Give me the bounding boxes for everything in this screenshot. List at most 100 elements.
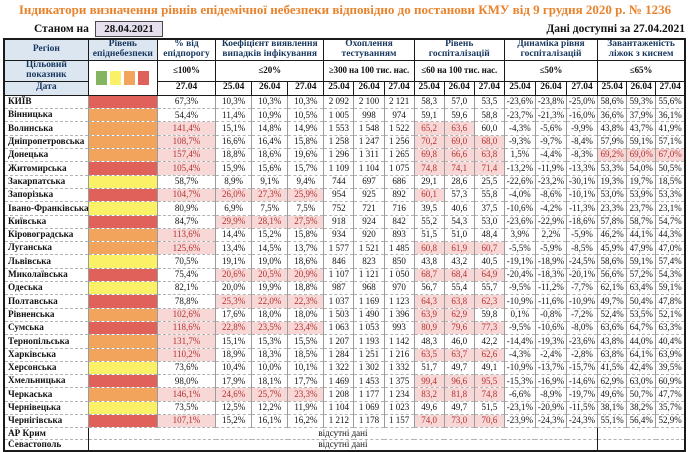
value-cell: 1 121 [353, 268, 385, 283]
date-cell: 26.04 [353, 81, 385, 96]
value-cell: 14,5% [251, 241, 288, 256]
value-cell: 1 258 [323, 135, 354, 150]
value-cell: -2,8% [566, 348, 598, 362]
value-cell: 47,0% [655, 241, 685, 256]
group-header: Охоплення тестуванням [323, 39, 415, 61]
table-row: Кіровоградська 113,6% 14,4% 15,2% 15,8% 934 92… [4, 228, 685, 243]
value-cell: -4,2% [534, 201, 567, 216]
no-data-row: АР Крим відсутні дані [4, 427, 685, 440]
value-cell: 58,3 [413, 95, 445, 110]
value-cell: 954 [323, 188, 354, 203]
value-cell: 18,9% [215, 348, 252, 362]
value-cell: 52,1% [655, 308, 685, 322]
value-cell: 18,1% [251, 374, 288, 389]
value-cell: 987 [323, 281, 354, 296]
value-cell: 1 023 [383, 401, 415, 416]
value-cell: 43,2 [443, 254, 475, 269]
value-cell: 64,7% [626, 321, 656, 336]
value-cell: -9,5% [503, 281, 536, 296]
value-cell: 65,2 [413, 121, 445, 136]
value-cell: 27,5% [287, 215, 324, 229]
value-cell: 20,6% [215, 268, 252, 283]
value-cell: 7,5% [251, 201, 288, 216]
value-cell: 15,1% [215, 334, 252, 349]
region-name-cell: Запорізька [4, 188, 89, 203]
value-cell: 1 490 [353, 308, 385, 322]
value-cell: 73,5% [156, 401, 216, 416]
value-cell: -13,3% [566, 161, 598, 176]
indicators-table: Регіон Рівень епіднебезпеки% від епідпоро… [3, 38, 686, 452]
level-cell [87, 108, 158, 123]
level-cell [87, 121, 158, 136]
value-cell: 58,7% [626, 215, 656, 229]
value-cell: 918 [323, 215, 354, 229]
value-cell: -8,5% [566, 241, 598, 256]
value-cell: -23,1% [503, 401, 536, 416]
level-cell [87, 294, 158, 309]
value-cell: 58,8 [473, 108, 505, 123]
target-cell: ≤20% [215, 60, 324, 82]
table-row: Волинська 141,4% 15,1% 14,8% 14,9% 1 553 1 548… [4, 121, 685, 136]
value-cell: 16,6% [215, 135, 252, 150]
value-cell: 14,9% [287, 121, 324, 136]
value-cell: 1 322 [323, 361, 354, 376]
value-cell: 84,7% [156, 215, 216, 229]
region-header: Регіон [4, 39, 89, 61]
legend-square-orange [124, 70, 136, 85]
value-cell: 63,8 [473, 148, 505, 163]
value-cell: 63,5 [413, 348, 445, 362]
region-name-cell: Сумська [4, 321, 89, 336]
value-cell: -22,6% [503, 175, 536, 189]
region-name-cell: Харківська [4, 348, 89, 362]
group-header: Коефіцієнт виявлення випадків інфікуванн… [215, 39, 324, 61]
value-cell: 55,6% [655, 95, 685, 110]
value-cell: 46,0 [443, 334, 475, 349]
value-cell: 47,9% [626, 241, 656, 256]
value-cell: -30,1% [566, 175, 598, 189]
value-cell: 40,5 [473, 254, 505, 269]
value-cell: 43,7% [626, 121, 656, 136]
value-cell: -23,6% [503, 215, 536, 229]
table-row: Закарпатська 58,7% 8,9% 9,1% 9,4% 744 697 686 29… [4, 175, 685, 189]
value-cell: 53,0 [473, 215, 505, 229]
value-cell: 62,9% [597, 374, 627, 389]
value-cell: 55,4 [443, 281, 475, 296]
value-cell: 1 157 [383, 414, 415, 429]
value-cell: -19,1% [503, 254, 536, 269]
value-cell: 74,1 [443, 161, 475, 176]
value-cell: 1 234 [383, 387, 415, 402]
value-cell: 68,7 [413, 268, 445, 283]
value-cell: 23,7% [626, 201, 656, 216]
value-cell: 70,6 [473, 414, 505, 429]
value-cell: 125,6% [156, 241, 216, 256]
value-cell: 48,3 [413, 334, 445, 349]
value-cell: 49,1 [473, 361, 505, 376]
date-cell: 25.04 [597, 81, 627, 96]
value-cell: 892 [383, 188, 415, 203]
value-cell: -11,6% [534, 294, 567, 309]
value-cell: 15,8% [287, 135, 324, 150]
value-cell: 1 311 [353, 148, 385, 163]
value-cell: 15,2% [251, 228, 288, 243]
value-cell: 77,3 [473, 321, 505, 336]
value-cell: 63,9 [413, 308, 445, 322]
value-cell: 81,8 [443, 387, 475, 402]
value-cell: 46,2% [597, 228, 627, 243]
level-cell [87, 348, 158, 362]
table-row: Чернівецька 73,5% 12,5% 12,2% 11,9% 1 104 1 06… [4, 401, 685, 416]
value-cell: 14,4% [215, 228, 252, 243]
value-cell: 23,1% [655, 201, 685, 216]
value-cell: -20,1% [566, 268, 598, 283]
value-cell: -23,6% [503, 95, 536, 110]
value-cell: 49,7 [443, 361, 475, 376]
table-row: Львівська 70,5% 19,1% 19,0% 18,6% 846 823 850 43… [4, 254, 685, 269]
value-cell: 68,0 [473, 135, 505, 150]
value-cell: 697 [353, 175, 385, 189]
value-cell: 26,0% [215, 188, 252, 203]
value-cell: 82,1% [156, 281, 216, 296]
region-name-cell: АР Крим [4, 427, 89, 440]
value-cell: 59,6 [443, 108, 475, 123]
value-cell: 108,7% [156, 135, 216, 150]
value-cell: 73,0 [443, 414, 475, 429]
value-cell: -4,4% [534, 148, 567, 163]
